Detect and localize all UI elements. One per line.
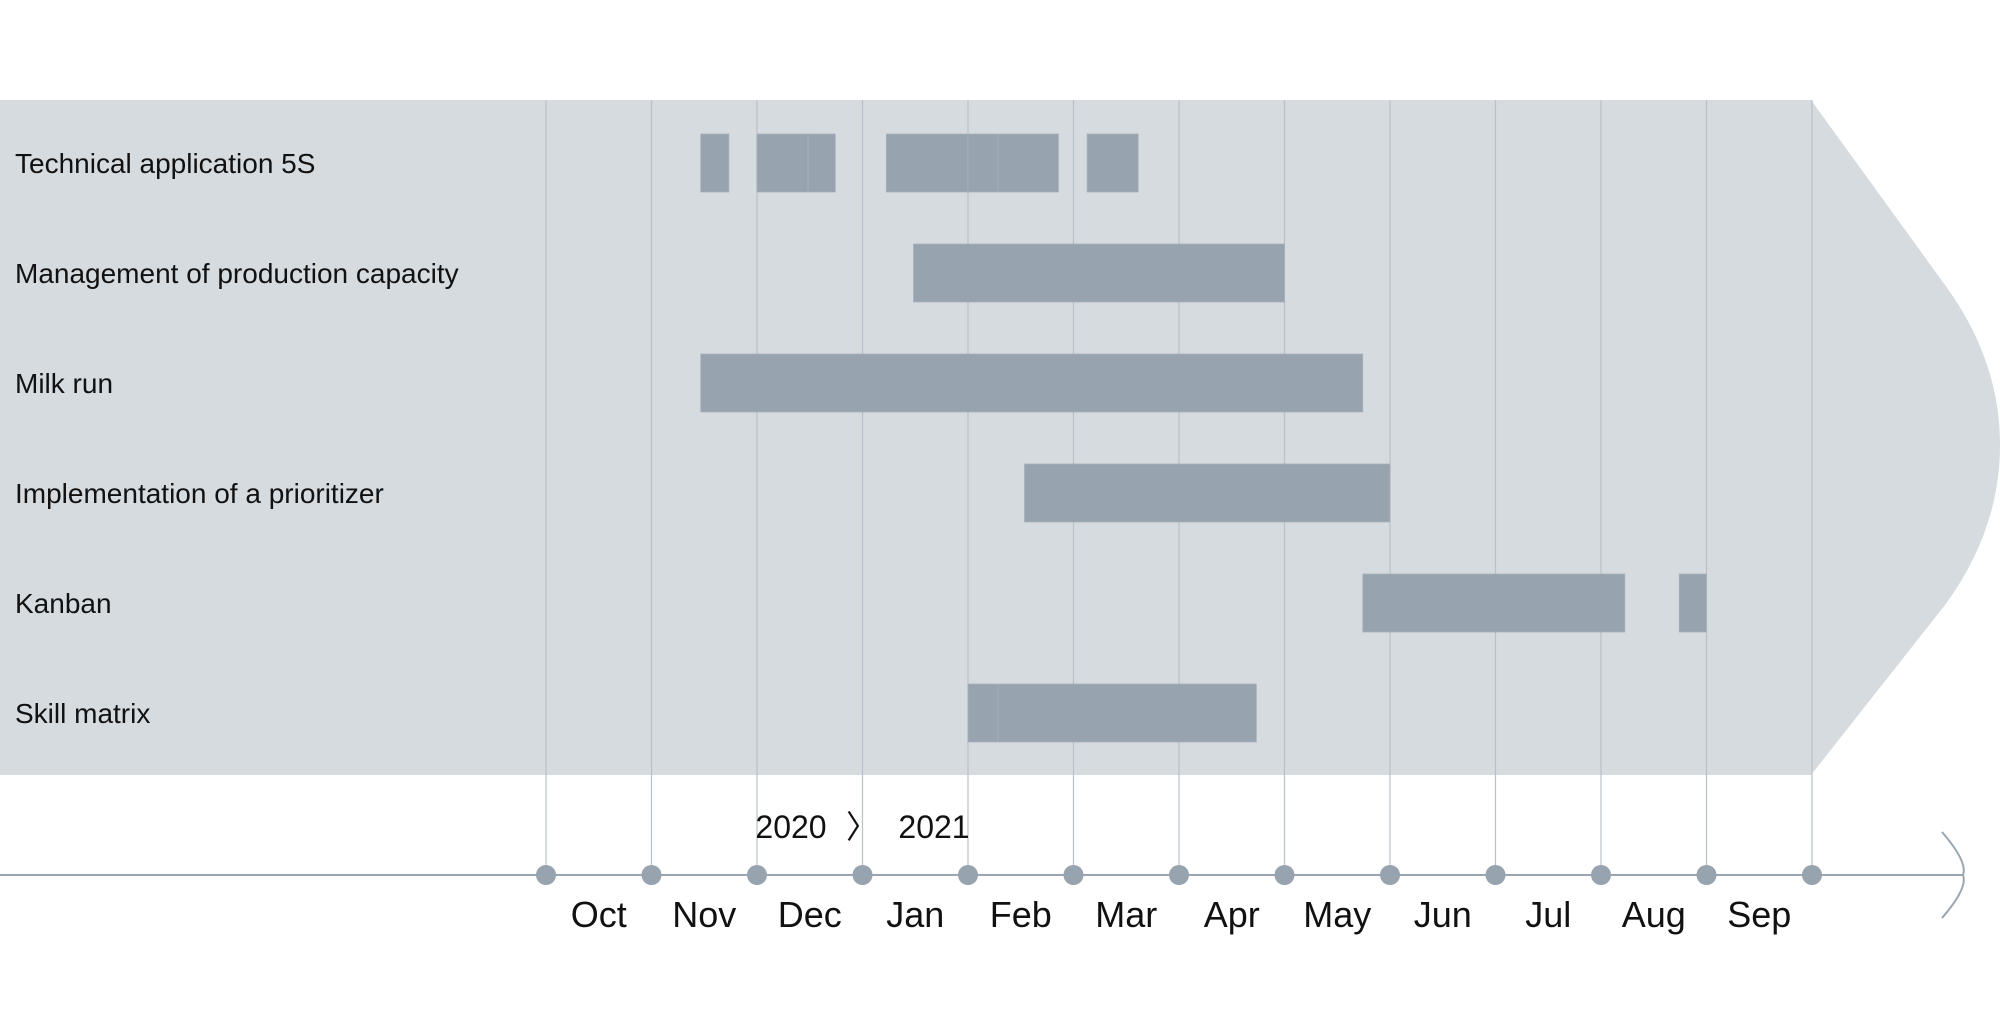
task-labels: Technical application 5S Management of pr… xyxy=(15,148,459,729)
task-label: Kanban xyxy=(15,588,112,619)
month-label: Jan xyxy=(886,894,944,935)
month-label: Sep xyxy=(1727,894,1791,935)
month-label: Oct xyxy=(571,894,627,935)
month-label: Apr xyxy=(1204,894,1260,935)
task-bar-segment xyxy=(913,243,1285,303)
tick-dot xyxy=(1696,865,1717,885)
year-label-2021: 2021 xyxy=(898,809,969,845)
month-labels: Oct Nov Dec Jan Feb Mar Apr May Jun Jul Aug Sep xyxy=(571,894,1792,935)
task-bar-segment xyxy=(700,353,1364,413)
month-label: May xyxy=(1303,894,1371,935)
task-label: Implementation of a prioritizer xyxy=(15,478,384,509)
task-bars xyxy=(700,133,1707,743)
month-label: Dec xyxy=(778,894,842,935)
task-bar-segment xyxy=(967,133,999,193)
chart-panel xyxy=(0,100,2000,775)
tick-dot xyxy=(1380,865,1400,885)
task-bar-segment xyxy=(807,133,836,193)
task-label: Skill matrix xyxy=(15,698,150,729)
task-bar-segment xyxy=(997,133,1059,193)
task-bar-segment xyxy=(700,133,730,193)
tick-dot xyxy=(1274,865,1295,885)
tick-dot xyxy=(641,865,662,885)
year-separator-chevron: 〉 xyxy=(846,809,878,845)
year-label-2020: 2020 xyxy=(755,809,826,845)
tick-dot xyxy=(1063,865,1084,885)
tick-dot xyxy=(747,865,767,885)
task-bar-segment xyxy=(885,133,969,193)
tick-dot xyxy=(958,865,978,885)
month-label: Aug xyxy=(1622,894,1686,935)
tick-dot xyxy=(1802,865,1822,885)
tick-dot xyxy=(536,865,556,885)
tick-dot xyxy=(1169,865,1189,885)
task-label: Technical application 5S xyxy=(15,148,315,179)
axis-arrowhead xyxy=(1941,831,1965,919)
task-bar-segment xyxy=(1086,133,1139,193)
task-bar-segment xyxy=(997,683,1257,743)
tick-dot xyxy=(1591,865,1611,885)
month-label: Feb xyxy=(990,894,1052,935)
month-label: Nov xyxy=(672,894,736,935)
month-label: Jul xyxy=(1525,894,1571,935)
month-ticks xyxy=(536,865,1822,885)
task-label: Management of production capacity xyxy=(15,258,459,289)
task-label: Milk run xyxy=(15,368,113,399)
tick-dot xyxy=(1485,865,1506,885)
tick-dot xyxy=(852,865,873,885)
task-bar-segment xyxy=(1024,463,1391,523)
task-bar-segment xyxy=(756,133,809,193)
task-bar-segment xyxy=(967,683,999,743)
month-label: Mar xyxy=(1095,894,1157,935)
month-label: Jun xyxy=(1414,894,1472,935)
task-bar-segment xyxy=(1678,573,1707,633)
task-bar-segment xyxy=(1362,573,1626,633)
